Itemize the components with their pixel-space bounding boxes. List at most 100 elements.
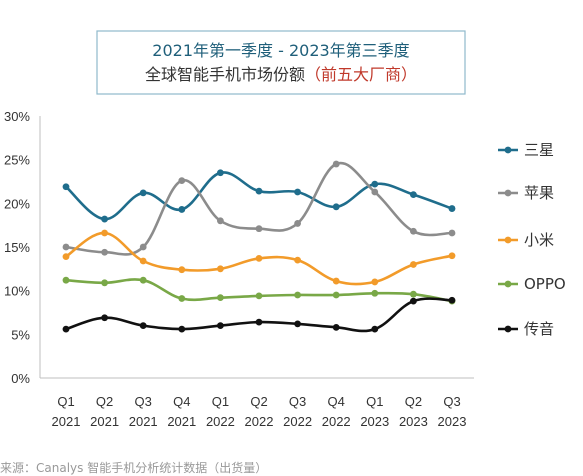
legend-item: 传音 (498, 320, 554, 338)
data-point (62, 276, 70, 284)
y-tick-label: 25% (4, 153, 30, 168)
data-point (294, 320, 301, 328)
data-point (371, 180, 379, 188)
x-tick-label: Q4 2021 (167, 394, 196, 429)
data-point (448, 229, 456, 237)
legend-marker (504, 189, 512, 197)
data-point (139, 189, 147, 197)
x-tick-year: 2022 (206, 414, 235, 429)
data-point (255, 318, 263, 326)
data-point (332, 160, 340, 168)
y-tick-label: 20% (4, 196, 30, 211)
series-3 (62, 276, 456, 305)
x-tick-year: 2021 (129, 414, 158, 429)
data-point (62, 325, 70, 333)
legend-label: OPPO (524, 275, 566, 293)
data-point (255, 187, 263, 195)
data-point (139, 243, 147, 251)
x-tick-label: Q3 2021 (129, 394, 158, 429)
chart-subtitle-main: 全球智能手机市场份额 (145, 65, 305, 84)
x-tick-quarter: Q3 (135, 394, 152, 409)
data-point (371, 289, 379, 297)
data-point (178, 266, 186, 274)
x-tick-quarter: Q1 (57, 394, 74, 409)
series-line (64, 297, 454, 333)
data-point (217, 322, 224, 329)
data-point (410, 191, 417, 199)
y-axis-ticks: 0% 5% 10% 15% 20% 25% 30% (4, 109, 30, 386)
x-tick-label: Q1 2021 (52, 394, 81, 429)
x-tick-label: Q2 2021 (90, 394, 119, 429)
data-point (178, 177, 186, 185)
legend-item: 苹果 (498, 184, 554, 202)
data-point (178, 325, 186, 333)
x-tick-label: Q2 2023 (399, 394, 428, 429)
x-tick-year: 2023 (360, 414, 389, 429)
chart-subtitle-paren: （前五大厂商） (305, 65, 417, 84)
x-tick-label: Q4 2022 (322, 394, 351, 429)
legend-item: 小米 (498, 231, 554, 249)
data-point (294, 291, 301, 299)
legend-label: 三星 (524, 141, 554, 159)
y-tick-label: 10% (4, 284, 30, 299)
y-tick-label: 0% (11, 371, 30, 386)
legend-item: 三星 (498, 141, 554, 159)
y-tick-label: 15% (4, 240, 30, 255)
data-point (294, 256, 301, 264)
data-point (101, 215, 108, 223)
x-tick-year: 2022 (283, 414, 312, 429)
x-tick-quarter: Q4 (173, 394, 190, 409)
x-tick-year: 2022 (245, 414, 274, 429)
data-point (371, 278, 379, 286)
data-point (332, 291, 340, 299)
data-point (410, 261, 417, 268)
data-point (217, 217, 224, 225)
data-point (139, 257, 147, 265)
data-point (139, 276, 147, 284)
data-point (217, 265, 224, 273)
y-tick-label: 5% (11, 327, 30, 342)
data-point (101, 229, 108, 237)
data-point (294, 220, 301, 227)
x-axis-ticks: Q1 2021 Q2 2021 Q3 2021 Q4 2021 Q1 2022 Q2 2022 Q3 20… (52, 394, 467, 429)
x-tick-year: 2021 (167, 414, 196, 429)
series-lines (62, 160, 456, 333)
chart-subtitle: 全球智能手机市场份额（前五大厂商） (145, 65, 417, 84)
x-tick-label: Q1 2022 (206, 394, 235, 429)
x-tick-quarter: Q2 (405, 394, 422, 409)
x-tick-label: Q1 2023 (360, 394, 389, 429)
legend-marker (504, 146, 512, 154)
series-1 (62, 160, 456, 256)
data-point (410, 297, 417, 305)
legend-marker (504, 236, 512, 244)
x-tick-year: 2023 (438, 414, 467, 429)
data-point (62, 253, 70, 261)
data-point (101, 248, 108, 256)
x-tick-label: Q3 2023 (438, 394, 467, 429)
x-tick-quarter: Q3 (289, 394, 306, 409)
x-tick-year: 2022 (322, 414, 351, 429)
x-tick-quarter: Q2 (96, 394, 113, 409)
data-point (255, 225, 263, 233)
legend-label: 小米 (524, 231, 554, 249)
data-point (371, 325, 379, 333)
data-point (294, 188, 301, 196)
legend-marker (504, 280, 512, 288)
data-point (410, 290, 417, 298)
data-point (101, 279, 108, 287)
data-point (178, 206, 186, 213)
x-tick-quarter: Q2 (250, 394, 267, 409)
legend-label: 传音 (524, 320, 554, 338)
legend-item: OPPO (498, 275, 566, 293)
y-tick-label: 30% (4, 109, 30, 124)
data-point (448, 296, 456, 304)
data-point (139, 322, 147, 329)
data-point (448, 205, 456, 212)
x-tick-label: Q2 2022 (245, 394, 274, 429)
series-2 (62, 229, 456, 286)
data-point (62, 183, 70, 191)
x-tick-year: 2023 (399, 414, 428, 429)
legend-marker (504, 325, 512, 333)
